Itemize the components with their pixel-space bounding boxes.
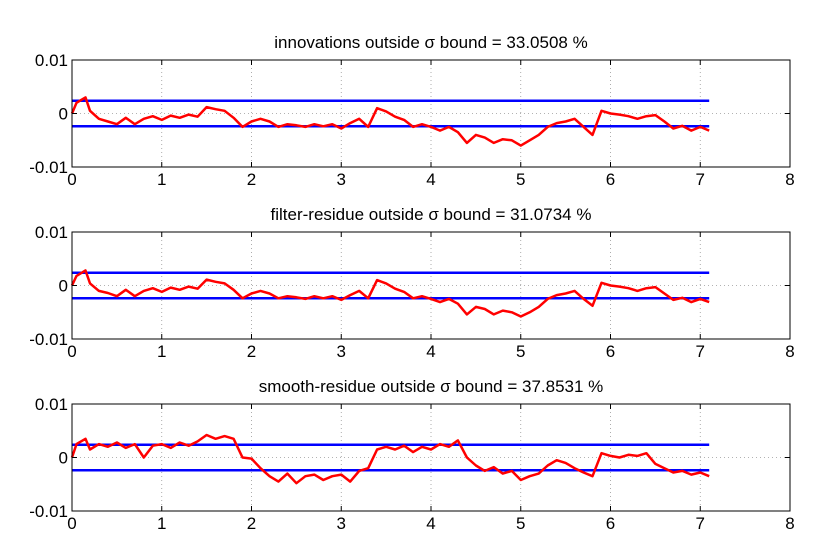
x-tick-label: 8 — [785, 342, 794, 361]
subplot-1: innovations outside σ bound = 33.0508 % 0… — [29, 33, 794, 189]
residue-line — [70, 96, 710, 147]
subplot-2: filter-residue outside σ bound = 31.0734… — [29, 205, 794, 361]
x-tick-label: 0 — [67, 170, 76, 189]
x-tick-label: 5 — [516, 170, 525, 189]
residue-line — [70, 433, 710, 485]
x-tick-label: 0 — [67, 342, 76, 361]
x-tick-label: 2 — [247, 170, 256, 189]
x-tick-label: 3 — [337, 342, 346, 361]
x-tick-label: 2 — [247, 342, 256, 361]
x-tick-label: 4 — [426, 514, 435, 533]
x-tick-label: 0 — [67, 514, 76, 533]
subplot-title: innovations outside σ bound = 33.0508 % — [274, 33, 587, 52]
x-tick-label: 6 — [606, 170, 615, 189]
x-tick-label: 1 — [157, 342, 166, 361]
x-tick-label: 7 — [696, 514, 705, 533]
x-tick-label: 7 — [696, 170, 705, 189]
x-tick-label: 8 — [785, 514, 794, 533]
x-tick-label: 1 — [157, 170, 166, 189]
x-tick-label: 8 — [785, 170, 794, 189]
x-tick-label: 4 — [426, 342, 435, 361]
y-tick-label: -0.01 — [29, 158, 68, 177]
x-tick-label: 5 — [516, 342, 525, 361]
y-tick-label: 0.01 — [35, 395, 68, 414]
subplot-3: smooth-residue outside σ bound = 37.8531… — [29, 377, 794, 533]
x-tick-label: 6 — [606, 342, 615, 361]
subplot-title: smooth-residue outside σ bound = 37.8531… — [259, 377, 604, 396]
y-tick-label: 0 — [59, 449, 68, 468]
y-tick-label: 0.01 — [35, 51, 68, 70]
residue-line — [70, 269, 710, 318]
x-tick-label: 3 — [337, 514, 346, 533]
x-tick-label: 5 — [516, 514, 525, 533]
y-tick-label: 0 — [59, 105, 68, 124]
x-tick-label: 3 — [337, 170, 346, 189]
y-tick-label: -0.01 — [29, 330, 68, 349]
y-tick-label: -0.01 — [29, 502, 68, 521]
subplot-title: filter-residue outside σ bound = 31.0734… — [271, 205, 592, 224]
y-tick-label: 0 — [59, 277, 68, 296]
x-tick-label: 6 — [606, 514, 615, 533]
x-tick-label: 1 — [157, 514, 166, 533]
x-tick-label: 2 — [247, 514, 256, 533]
x-tick-label: 4 — [426, 170, 435, 189]
x-tick-label: 7 — [696, 342, 705, 361]
y-tick-label: 0.01 — [35, 223, 68, 242]
